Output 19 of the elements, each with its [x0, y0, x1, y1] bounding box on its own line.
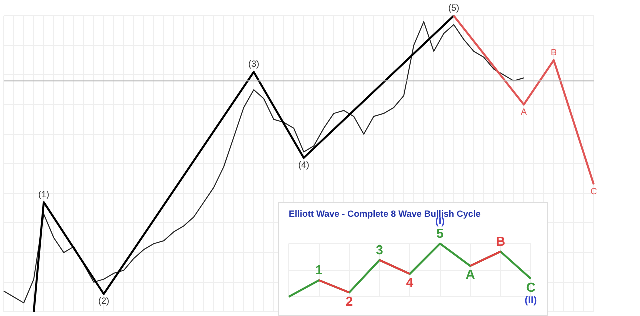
chart-title: Elliott Wave - Complete 8 Wave Bullish Cycle — [289, 208, 481, 219]
annotation: A — [466, 267, 476, 282]
annotation: (3) — [248, 59, 260, 70]
annotation: 4 — [406, 275, 414, 290]
annotation: 3 — [376, 242, 384, 258]
annotation: (I) — [436, 216, 445, 228]
annotation: C — [590, 186, 598, 197]
annotation: (5) — [448, 2, 460, 13]
annotation: (4) — [298, 160, 310, 170]
annotation: A — [520, 106, 528, 117]
annotation: (II) — [524, 296, 538, 307]
annotation: B — [496, 234, 506, 249]
annotation: B — [550, 47, 558, 58]
annotation: 5 — [436, 226, 444, 241]
annotation: 2 — [346, 294, 354, 309]
annotation: (2) — [98, 296, 110, 306]
annotation: 1 — [316, 262, 323, 278]
annotation: (1) — [38, 189, 50, 200]
annotation: C — [526, 280, 536, 295]
